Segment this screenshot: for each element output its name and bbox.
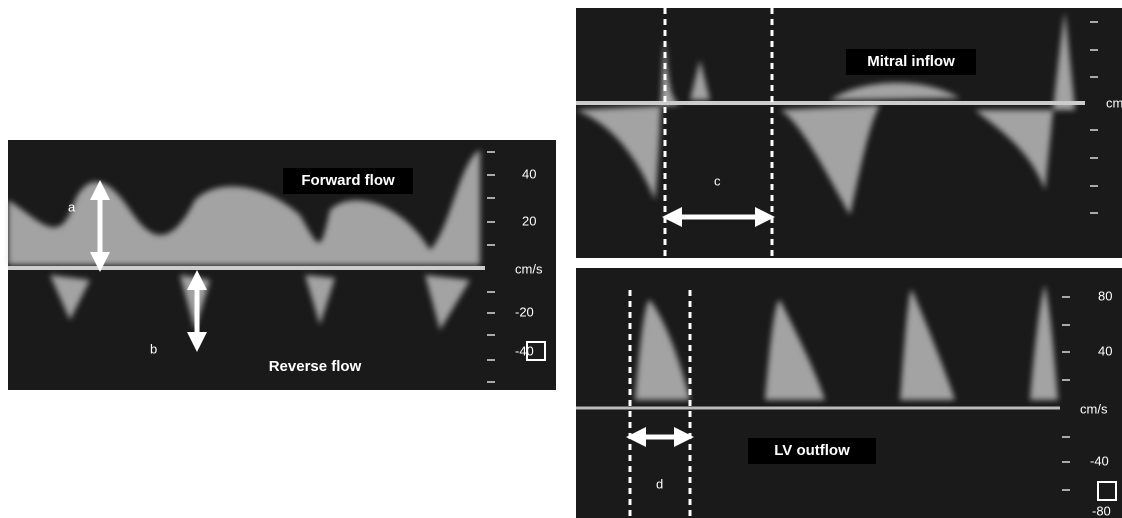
- marker: d: [656, 476, 663, 491]
- left-panel: Forward flow Reverse flow a b 40 20 cm/s…: [8, 140, 556, 390]
- label: Reverse flow: [269, 358, 362, 375]
- marker: b: [150, 341, 157, 356]
- scale-label: -20: [515, 304, 534, 319]
- label: Mitral inflow: [867, 53, 955, 70]
- scale-label: cm/s: [515, 261, 543, 276]
- scale-label: cm: [1106, 95, 1122, 110]
- scale-label: cm/s: [1080, 401, 1108, 416]
- scale-label: -40: [1090, 453, 1109, 468]
- figure: Forward flow Reverse flow a b 40 20 cm/s…: [0, 0, 1122, 518]
- top-right-panel: Mitral inflow c cm: [576, 8, 1122, 258]
- marker: a: [68, 199, 76, 214]
- scale-label: -80: [1092, 503, 1111, 518]
- label: LV outflow: [774, 442, 850, 459]
- label: Forward flow: [301, 172, 395, 189]
- scale-label: 40: [1098, 343, 1112, 358]
- scale-label: 80: [1098, 288, 1112, 303]
- scale-label: 40: [522, 166, 536, 181]
- scale-label: 20: [522, 213, 536, 228]
- marker: c: [714, 173, 721, 188]
- scale-label: -40: [515, 343, 534, 358]
- bottom-right-panel: LV outflow d 80 40 cm/s -40 -80: [576, 268, 1122, 518]
